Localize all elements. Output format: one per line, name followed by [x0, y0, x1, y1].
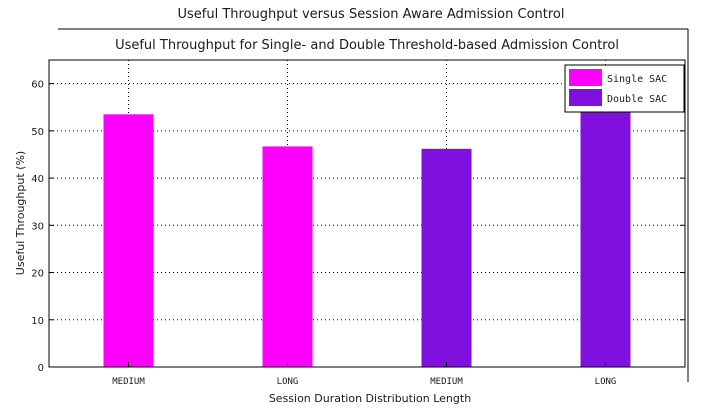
y-tick-label: 40 — [31, 174, 44, 185]
y-tick-label: 60 — [31, 80, 44, 91]
legend-swatch — [569, 69, 602, 86]
legend: Single SAC Double SAC — [564, 64, 685, 113]
y-tick-label: 30 — [31, 221, 44, 232]
bar-1 — [103, 114, 154, 367]
x-tick-label: LONG — [277, 377, 299, 387]
plot-frame — [48, 59, 686, 368]
y-tick-label: 50 — [31, 127, 44, 138]
bar-4 — [580, 111, 631, 367]
chart-title: Useful Throughput versus Session Aware A… — [178, 7, 565, 22]
bar-2 — [262, 146, 313, 367]
legend-label: Single SAC — [607, 74, 667, 85]
y-tick-label: 10 — [31, 316, 44, 327]
bar-3 — [421, 148, 472, 367]
y-axis-label: Useful Throughput (%) — [14, 151, 27, 275]
chart-subtitle: Useful Throughput for Single- and Double… — [115, 38, 619, 53]
x-axis-label: Session Duration Distribution Length — [269, 392, 471, 405]
legend-label: Double SAC — [607, 94, 667, 105]
x-tick-label: MEDIUM — [430, 377, 463, 387]
x-tick-label: LONG — [595, 377, 617, 387]
y-tick-label: 20 — [31, 269, 44, 280]
x-tick-label: MEDIUM — [112, 377, 145, 387]
y-tick-label: 0 — [38, 363, 44, 374]
legend-swatch — [569, 89, 602, 106]
